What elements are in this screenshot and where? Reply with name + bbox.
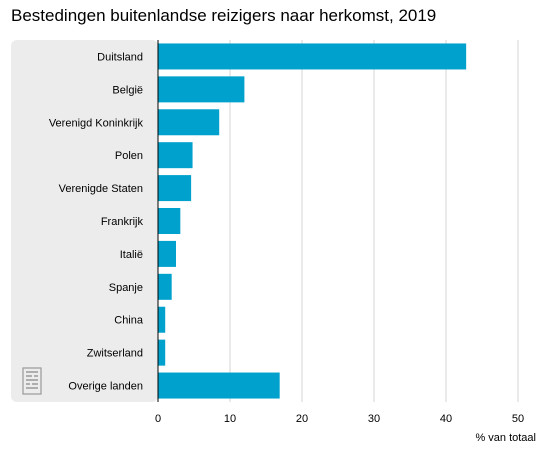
category-labels: Duitsland België Verenigd Koninkrijk Polen V…: [49, 51, 144, 392]
bar: [158, 208, 181, 234]
cbs-logo-icon: [22, 367, 42, 395]
x-tick-label: 0: [155, 413, 161, 425]
x-tick-label: 10: [224, 413, 236, 425]
bar: [158, 339, 166, 366]
category-label: Verenigde Staten: [59, 183, 143, 195]
x-tick-labels: 0 10 20 30 40 50: [155, 413, 524, 425]
category-label: Spanje: [109, 282, 143, 294]
bar: [158, 240, 176, 267]
x-tick-label: 40: [440, 413, 452, 425]
bar: [158, 43, 467, 70]
category-label: China: [114, 315, 144, 327]
bar: [158, 109, 220, 136]
bar: [158, 76, 245, 103]
category-label-panel: [11, 40, 158, 402]
bar: [158, 175, 192, 202]
category-label: Duitsland: [97, 51, 143, 63]
category-label: Polen: [115, 150, 143, 162]
bar: [158, 306, 166, 333]
category-label: België: [112, 84, 143, 96]
bar: [158, 372, 280, 399]
x-tick-label: 30: [368, 413, 380, 425]
category-label: Overige landen: [68, 381, 143, 393]
gridlines: [229, 40, 519, 402]
category-label: Verenigd Koninkrijk: [49, 117, 144, 129]
category-label: Zwitserland: [87, 348, 143, 360]
bars: [158, 43, 467, 399]
category-label: Italië: [120, 249, 143, 261]
bar: [158, 142, 193, 169]
x-axis-title: % van totaal: [475, 432, 536, 444]
x-tick-label: 20: [296, 413, 308, 425]
x-tick-label: 50: [512, 413, 524, 425]
chart-title: Bestedingen buitenlandse reizigers naar …: [11, 6, 437, 25]
category-label: Frankrijk: [101, 216, 144, 228]
bar: [158, 273, 172, 300]
